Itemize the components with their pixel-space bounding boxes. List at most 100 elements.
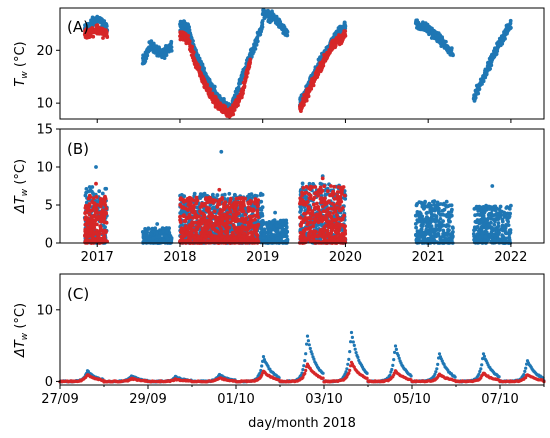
panel-b-series-1-point — [87, 190, 91, 194]
panel-b-series-1-point — [440, 209, 444, 213]
panel-b-series-1-point — [504, 215, 508, 219]
panel-a-series-1-point — [191, 39, 195, 43]
panel-b-series-1-point — [444, 224, 448, 228]
panel-b-series-1-point — [483, 208, 487, 212]
panel-b-series-1-point — [151, 236, 155, 240]
panel-a-points — [83, 8, 513, 118]
panel-b-series-1-point — [276, 237, 280, 241]
panel-a-series-2-point — [186, 34, 190, 38]
panel-b-series-1-point — [281, 222, 285, 226]
panel-a-series-2-point — [246, 71, 250, 75]
panel-b-series-1-point — [445, 200, 449, 204]
panel-b-series-1-point — [499, 205, 503, 209]
panel-a-series-1-point — [286, 30, 290, 34]
panel-a-series-2-point — [192, 50, 196, 54]
panel-b-series-1-point — [271, 239, 275, 243]
panel-b-series-1-point — [415, 218, 419, 222]
panel-b-series-1-point — [104, 187, 108, 191]
panel-b-series-1-point — [436, 234, 440, 238]
panel-b-series-1-point — [430, 215, 434, 219]
panel-b-series-2-point — [179, 220, 183, 224]
panel-b-series-1-point — [271, 220, 275, 224]
panel-a-series-1-point — [489, 63, 493, 67]
panel-b-series-1-point — [437, 228, 441, 232]
panel-b-series-2-point — [83, 234, 87, 238]
panel-a-series-1-point — [105, 24, 109, 28]
panel-b-series-2-point — [246, 232, 250, 236]
panel-b-series-1-point — [278, 220, 282, 224]
panel-b-series-1-max-point — [155, 222, 159, 226]
panel-a-series-2-point — [305, 99, 309, 103]
panel-b-series-1-point — [447, 219, 451, 223]
panel-a-series-1-point — [509, 26, 513, 30]
panel-b-series-2-point — [99, 211, 103, 215]
panel-b-series-1-point — [431, 208, 435, 212]
panel-b-series-1-max-point — [490, 184, 494, 188]
panel-b-series-1-point — [269, 224, 273, 228]
panel-b-series-1-point — [487, 224, 491, 228]
panel-a-series-1-point — [451, 53, 455, 57]
panel-b-series-1-point — [157, 235, 161, 239]
panel-b-series-2-point — [98, 238, 102, 242]
panel-b-series-1-point — [482, 239, 486, 243]
panel-b-series-2-point — [104, 207, 108, 211]
panel-a-series-1-point — [213, 85, 217, 89]
panel-b-series-2-point — [90, 224, 94, 228]
panel-b-series-1-point — [266, 234, 270, 238]
panel-a-ylabel-unit: (°C) — [13, 41, 28, 71]
panel-a-series-2-point — [344, 34, 348, 38]
panel-a-series-2-point — [91, 35, 95, 39]
panel-b-series-1-point — [451, 226, 455, 230]
panel-b-series-1-point — [492, 218, 496, 222]
panel-b-series-2-point — [194, 221, 198, 225]
panel-b-series-1-point — [472, 228, 476, 232]
panel-b-series-1-point — [415, 202, 419, 206]
panel-b-series-1-point — [477, 220, 481, 224]
panel-a-series-2-point — [205, 83, 209, 87]
panel-b-series-1-point — [506, 240, 510, 244]
panel-b-series-1-point — [417, 212, 421, 216]
panel-a-series-1-point — [170, 49, 174, 53]
panel-b-series-1-point — [97, 189, 101, 193]
panel-b-series-1-point — [415, 232, 419, 236]
panel-b-series-1-point — [509, 231, 513, 235]
panel-b-series-2-point — [100, 218, 104, 222]
panel-a-series-2-point — [105, 30, 109, 34]
panel-b-series-1-point — [261, 219, 265, 223]
panel-b-series-1-point — [145, 230, 149, 234]
panel-b-series-1-point — [432, 203, 436, 207]
panel-b-series-2-point — [99, 226, 103, 230]
panel-b-series-1-point — [143, 239, 147, 243]
panel-b-series-1-point — [442, 239, 446, 243]
panel-a-series-2-point — [190, 45, 194, 49]
panel-a-series-2-point — [105, 35, 109, 39]
panel-b-series-1-point — [142, 233, 146, 237]
panel-a-series-1-point — [170, 45, 174, 49]
panel-b-series-1-point — [479, 226, 483, 230]
panel-b-series-1-point — [425, 215, 429, 219]
panel-b-series-1-point — [434, 224, 438, 228]
panel-b-series-1-point — [484, 204, 488, 208]
panel-b-series-2-point — [85, 239, 89, 243]
panel-b-series-1-point — [253, 194, 257, 198]
panel-b-series-1-point — [429, 232, 433, 236]
panel-a-tag: (A) — [67, 18, 89, 36]
panel-b-series-1-point — [233, 193, 237, 197]
panel-b-series-1-point — [268, 230, 272, 234]
panel-b-series-1-point — [275, 224, 279, 228]
panel-a-series-2-point — [208, 87, 212, 91]
panel-a-series-2-point — [248, 58, 252, 62]
panel-b-series-1-point — [504, 206, 508, 210]
panel-b-series-2-point — [102, 235, 106, 239]
panel-b-series-1-point — [414, 226, 418, 230]
panel-b-series-1-point — [488, 212, 492, 216]
panel-b-series-1-point — [148, 237, 152, 241]
panel-b-series-1-point — [484, 235, 488, 239]
panel-b-series-1-max-point — [433, 199, 437, 203]
panel-b-series-1-point — [161, 229, 165, 233]
panel-b-series-2-point — [96, 215, 100, 219]
panel-b-series-1-point — [441, 229, 445, 233]
panel-a-ylabel: Tw (°C) — [13, 41, 30, 86]
